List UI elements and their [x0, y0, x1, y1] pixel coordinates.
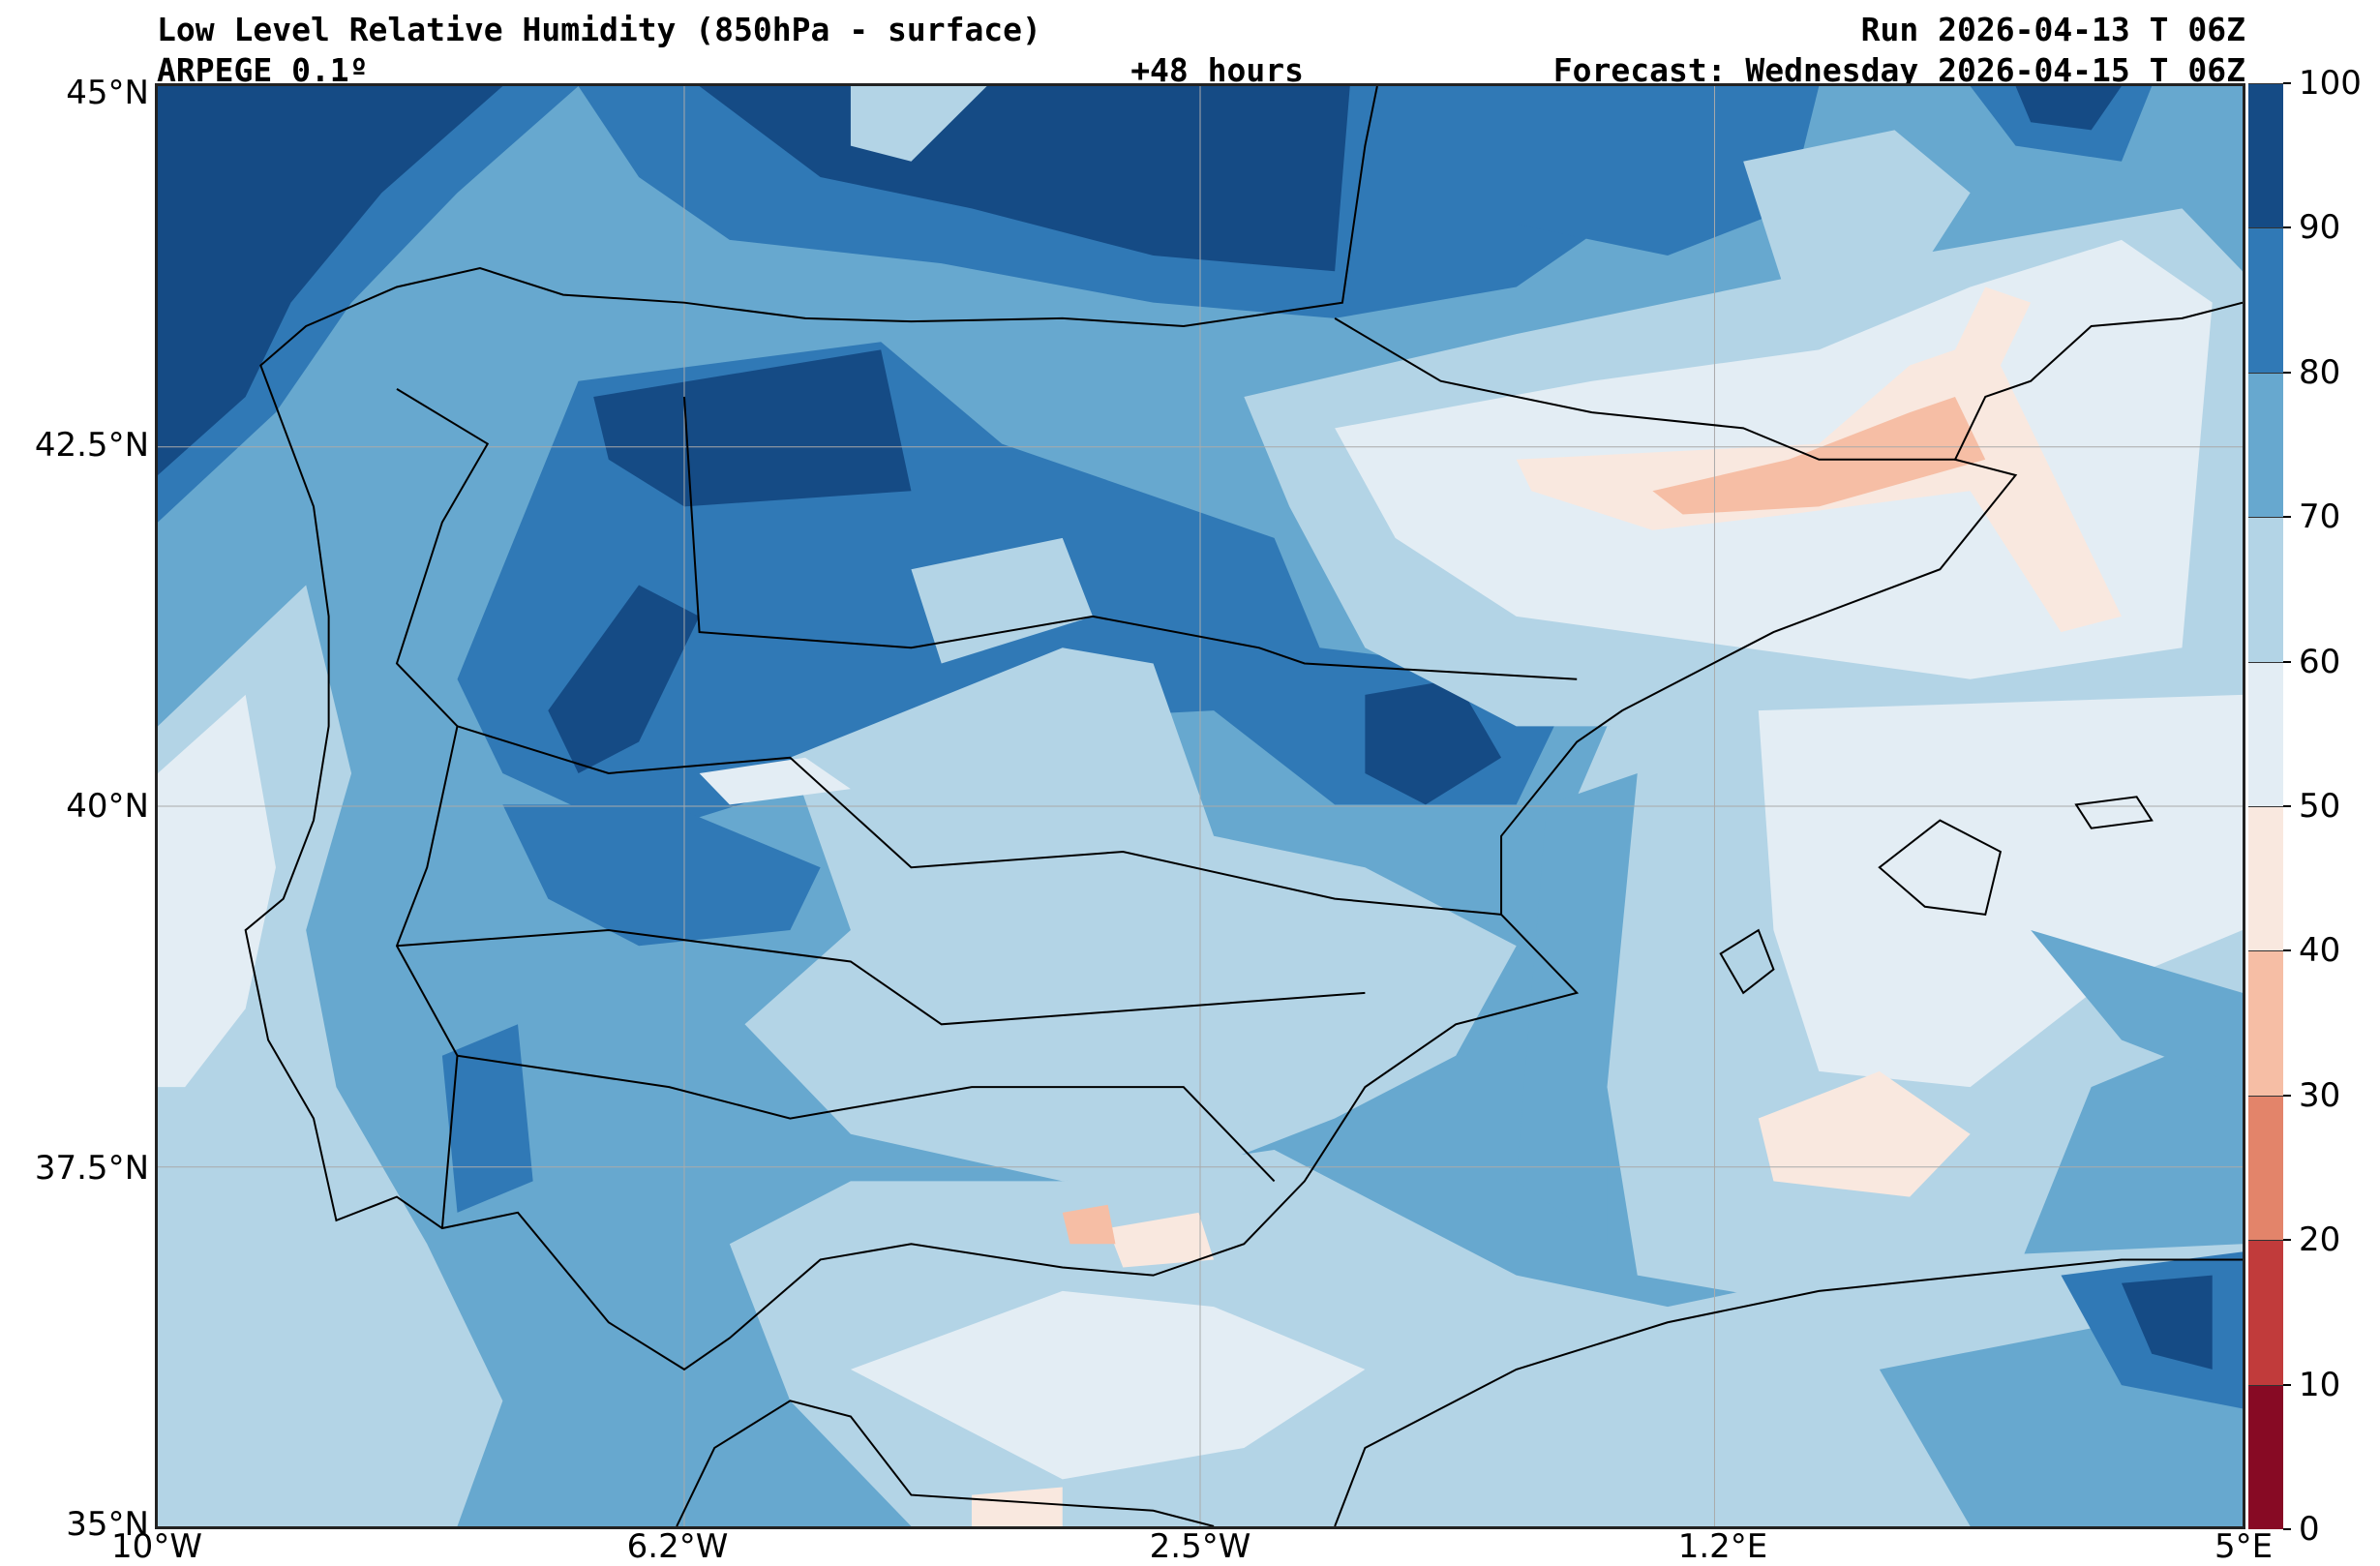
lead-time: +48 hours — [1130, 51, 1304, 89]
gridlines — [158, 86, 2243, 1526]
lon-label: 1.2°E — [1677, 1527, 1768, 1566]
colorbar-label: 80 — [2299, 352, 2341, 392]
run-time: Run 2026-04-13 T 06Z — [1860, 11, 2245, 48]
colorbar-label: 0 — [2299, 1510, 2320, 1549]
region-borders — [684, 397, 1577, 679]
lon-label: 2.5°W — [1149, 1527, 1251, 1566]
colorbar-segment — [2248, 517, 2283, 662]
colorbar-label: 10 — [2299, 1365, 2341, 1404]
iberia-france-coast — [246, 86, 2243, 1370]
map-title: Low Level Relative Humidity (850hPa - su… — [157, 11, 1041, 48]
colorbar-tick — [2283, 805, 2291, 807]
colorbar-tick — [2283, 949, 2291, 952]
colorbar-label: 20 — [2299, 1220, 2341, 1260]
menorca — [2076, 797, 2152, 828]
colorbar-segment — [2248, 372, 2283, 518]
forecast-time: Forecast: Wednesday 2026-04-15 T 06Z — [1552, 51, 2245, 89]
colorbar-label: 70 — [2299, 497, 2341, 537]
colorbar-tick — [2283, 1528, 2291, 1530]
lon-label: 6.2°W — [626, 1527, 729, 1566]
lat-label: 42.5°N — [34, 426, 149, 465]
colorbar-label: 60 — [2299, 642, 2341, 681]
colorbar-label: 100 — [2299, 64, 2362, 103]
portugal-border — [397, 389, 488, 1228]
coastlines — [246, 86, 2243, 1526]
colorbar-tick — [2283, 226, 2291, 229]
pyrenees-border — [1335, 318, 1955, 460]
lat-label: 35°N — [66, 1505, 149, 1544]
lon-label: 5°E — [2214, 1527, 2274, 1566]
colorbar-segment — [2248, 805, 2283, 951]
colorbar-segment — [2248, 950, 2283, 1096]
field-90-100 — [158, 86, 503, 475]
humidity-map — [155, 83, 2245, 1529]
colorbar-segment — [2248, 1240, 2283, 1385]
lat-label: 40°N — [66, 787, 149, 826]
colorbar — [2248, 82, 2283, 1529]
colorbar-tick — [2283, 516, 2291, 519]
model-label: ARPEGE 0.1º — [157, 51, 369, 89]
colorbar-segment — [2248, 1384, 2283, 1529]
mallorca — [1880, 821, 2001, 915]
lat-label: 45°N — [66, 74, 149, 112]
colorbar-tick — [2283, 371, 2291, 374]
colorbar-tick — [2283, 660, 2291, 663]
ibiza — [1721, 930, 1774, 993]
colorbar-segment — [2248, 82, 2283, 228]
colorbar-segment — [2248, 1095, 2283, 1241]
colorbar-label: 50 — [2299, 787, 2341, 826]
north-africa-coast — [677, 1400, 1214, 1526]
colorbar-segment — [2248, 227, 2283, 373]
lat-label: 37.5°N — [34, 1149, 149, 1188]
colorbar-label: 30 — [2299, 1075, 2341, 1115]
colorbar-segment — [2248, 661, 2283, 806]
colorbar-tick — [2283, 82, 2291, 84]
colorbar-label: 90 — [2299, 208, 2341, 248]
colorbar-tick — [2283, 1239, 2291, 1242]
colorbar-tick — [2283, 1094, 2291, 1097]
colorbar-label: 40 — [2299, 931, 2341, 971]
colorbar-tick — [2283, 1383, 2291, 1386]
lon-label: 10°W — [111, 1527, 202, 1566]
